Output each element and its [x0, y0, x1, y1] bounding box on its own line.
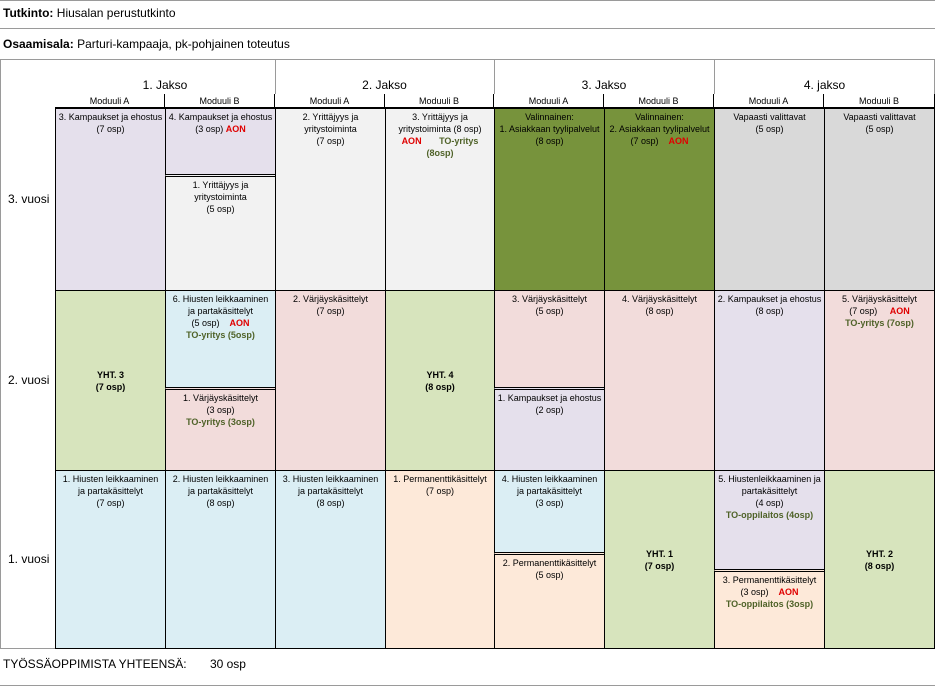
period-header-1: 1. Jakso — [142, 78, 188, 92]
course-cell: 5. Hiustenleikkaaminen ja partakäsittelyt… — [714, 470, 825, 570]
course-cell: 1. Kampaukset ja ehostus (2 osp) — [494, 387, 605, 471]
competence-area-label: Osaamisala: — [3, 37, 74, 51]
year-label-2: 2. vuosi — [8, 373, 50, 387]
course-cell: 2. Kampaukset ja ehostus (8 osp) — [714, 290, 825, 471]
module-header: Moduuli A — [714, 94, 824, 108]
total-cell: YHT. 2 (8 osp) — [824, 470, 935, 649]
module-header: Moduuli A — [494, 94, 604, 108]
course-cell: 2. Hiusten leikkaaminen ja partakäsittely… — [165, 470, 276, 649]
total-cell: YHT. 3 (7 osp) — [55, 290, 166, 471]
period-header-4: 4. jakso — [803, 78, 846, 92]
course-cell: 2. Permanenttikäsittelyt (5 osp) — [494, 552, 605, 649]
course-cell: Vapaasti valittavat (5 osp) — [824, 108, 935, 291]
degree-value: Hiusalan perustutkinto — [56, 6, 176, 20]
footer-value: 30 osp — [209, 657, 246, 671]
period-header-2: 2. Jakso — [362, 78, 407, 92]
degree-label: Tutkinto: — [3, 6, 54, 20]
course-cell: 1. Värjäyskäsittelyt (3 osp) TO-yritys (3… — [165, 387, 276, 471]
course-cell: 1. Hiusten leikkaaminen ja partakäsittely… — [55, 470, 166, 649]
module-header: Moduuli A — [55, 94, 165, 108]
course-cell: Vapaasti valittavat (5 osp) — [714, 108, 825, 291]
course-cell: 1. Yrittäjyys ja yritystoiminta (5 osp) — [165, 174, 276, 291]
course-cell: 4. Kampaukset ja ehostus (3 osp) AON — [165, 108, 276, 175]
course-cell: 4. Värjäyskäsittelyt (8 osp) — [604, 290, 715, 471]
course-cell: 3. Värjäyskäsittelyt (5 osp) — [494, 290, 605, 388]
course-cell: 4. Hiusten leikkaaminen ja partakäsittely… — [494, 470, 605, 553]
course-cell: 5. Värjäyskäsittelyt (7 osp) AON TO-yrit… — [824, 290, 935, 471]
footer-total: TYÖSSÄOPPIMISTA YHTEENSÄ: 30 osp — [3, 657, 246, 671]
competence-area-line: Osaamisala: Parturi-kampaaja, pk-pohjain… — [3, 37, 290, 51]
course-cell: 3. Kampaukset ja ehostus (7 osp) — [55, 108, 166, 291]
course-cell: 2. Yrittäjyys ja yritystoiminta (7 osp) — [275, 108, 386, 291]
footer-label: TYÖSSÄOPPIMISTA YHTEENSÄ: — [3, 657, 187, 671]
course-cell: 3. Permanenttikäsittelyt (3 osp) AON TO-… — [714, 569, 825, 649]
course-cell: Valinnainen: 1. Asiakkaan tyylipalvelut (8… — [494, 108, 605, 291]
course-cell: 3. Hiusten leikkaaminen ja partakäsittely… — [275, 470, 386, 649]
module-header: Moduuli A — [275, 94, 385, 108]
degree-line: Tutkinto: Hiusalan perustutkinto — [3, 6, 176, 20]
course-cell: Valinnainen: 2. Asiakkaan tyylipalvelut (… — [604, 108, 715, 291]
competence-area-value: Parturi-kampaaja, pk-pohjainen toteutus — [77, 37, 290, 51]
course-cell: 3. Yrittäjyys ja yritystoiminta (8 osp) A… — [385, 108, 495, 291]
course-cell: 1. Permanenttikäsittelyt (7 osp) — [385, 470, 495, 649]
course-cell: 2. Värjäyskäsittelyt (7 osp) — [275, 290, 386, 471]
total-cell: YHT. 4 (8 osp) — [385, 290, 495, 471]
course-cell: 6. Hiusten leikkaaminen ja partakäsittely… — [165, 290, 276, 388]
total-cell: YHT. 1 (7 osp) — [604, 470, 715, 649]
module-header: Moduuli B — [604, 94, 714, 108]
year-label-3: 3. vuosi — [8, 192, 50, 206]
period-header-3: 3. Jakso — [581, 78, 627, 92]
module-header: Moduuli B — [385, 94, 494, 108]
module-header: Moduuli B — [824, 94, 935, 108]
year-label-1: 1. vuosi — [8, 552, 50, 566]
module-header: Moduuli B — [165, 94, 275, 108]
